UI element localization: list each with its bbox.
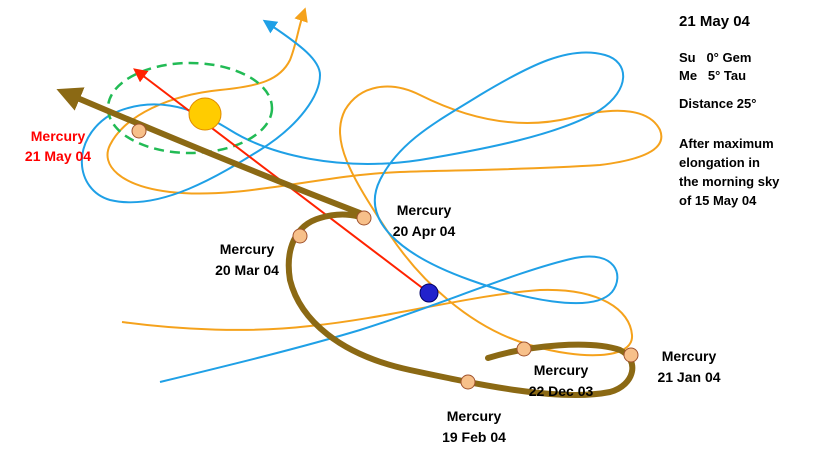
label-mar-line2: 20 Mar 04 [215,262,279,278]
label-20-apr-04: Mercury 20 Apr 04 [393,202,456,239]
earth-icon [420,284,438,302]
label-may-line2: 21 May 04 [25,148,91,164]
mercury-marker-may [132,124,146,138]
orange-orbit-curve [108,18,662,355]
label-dec-line2: 22 Dec 03 [529,383,594,399]
info-distance: Distance 25° [679,96,756,111]
label-21-may-04: Mercury 21 May 04 [25,128,91,164]
mercury-marker-feb [461,375,475,389]
label-jan-line1: Mercury [662,348,717,364]
label-21-jan-04: Mercury 21 Jan 04 [657,348,720,385]
label-apr-line2: 20 Apr 04 [393,223,456,239]
label-feb-line2: 19 Feb 04 [442,429,506,445]
info-note-line2: elongation in [679,155,760,170]
label-mar-line1: Mercury [220,241,275,257]
label-dec-line1: Mercury [534,362,589,378]
info-note-line4: of 15 May 04 [679,193,757,208]
mercury-marker-mar [293,229,307,243]
info-sun-position: Su 0° Gem [679,50,751,65]
label-22-dec-03: Mercury 22 Dec 03 [529,362,594,399]
label-19-feb-04: Mercury 19 Feb 04 [442,408,506,445]
label-20-mar-04: Mercury 20 Mar 04 [215,241,279,278]
mercury-marker-jan [624,348,638,362]
blue-orbit-curve [82,26,623,382]
label-may-line1: Mercury [31,128,86,144]
label-jan-line2: 21 Jan 04 [657,369,720,385]
mercury-marker-dec [517,342,531,356]
info-note-line1: After maximum [679,136,774,151]
info-note-line3: the morning sky [679,174,780,189]
label-apr-line1: Mercury [397,202,452,218]
label-feb-line1: Mercury [447,408,502,424]
mercury-marker-apr [357,211,371,225]
info-panel: 21 May 04 Su 0° Gem Me 5° Tau Distance 2… [679,13,780,208]
info-mercury-position: Me 5° Tau [679,68,746,83]
sun-icon [189,98,221,130]
info-date: 21 May 04 [679,13,751,30]
